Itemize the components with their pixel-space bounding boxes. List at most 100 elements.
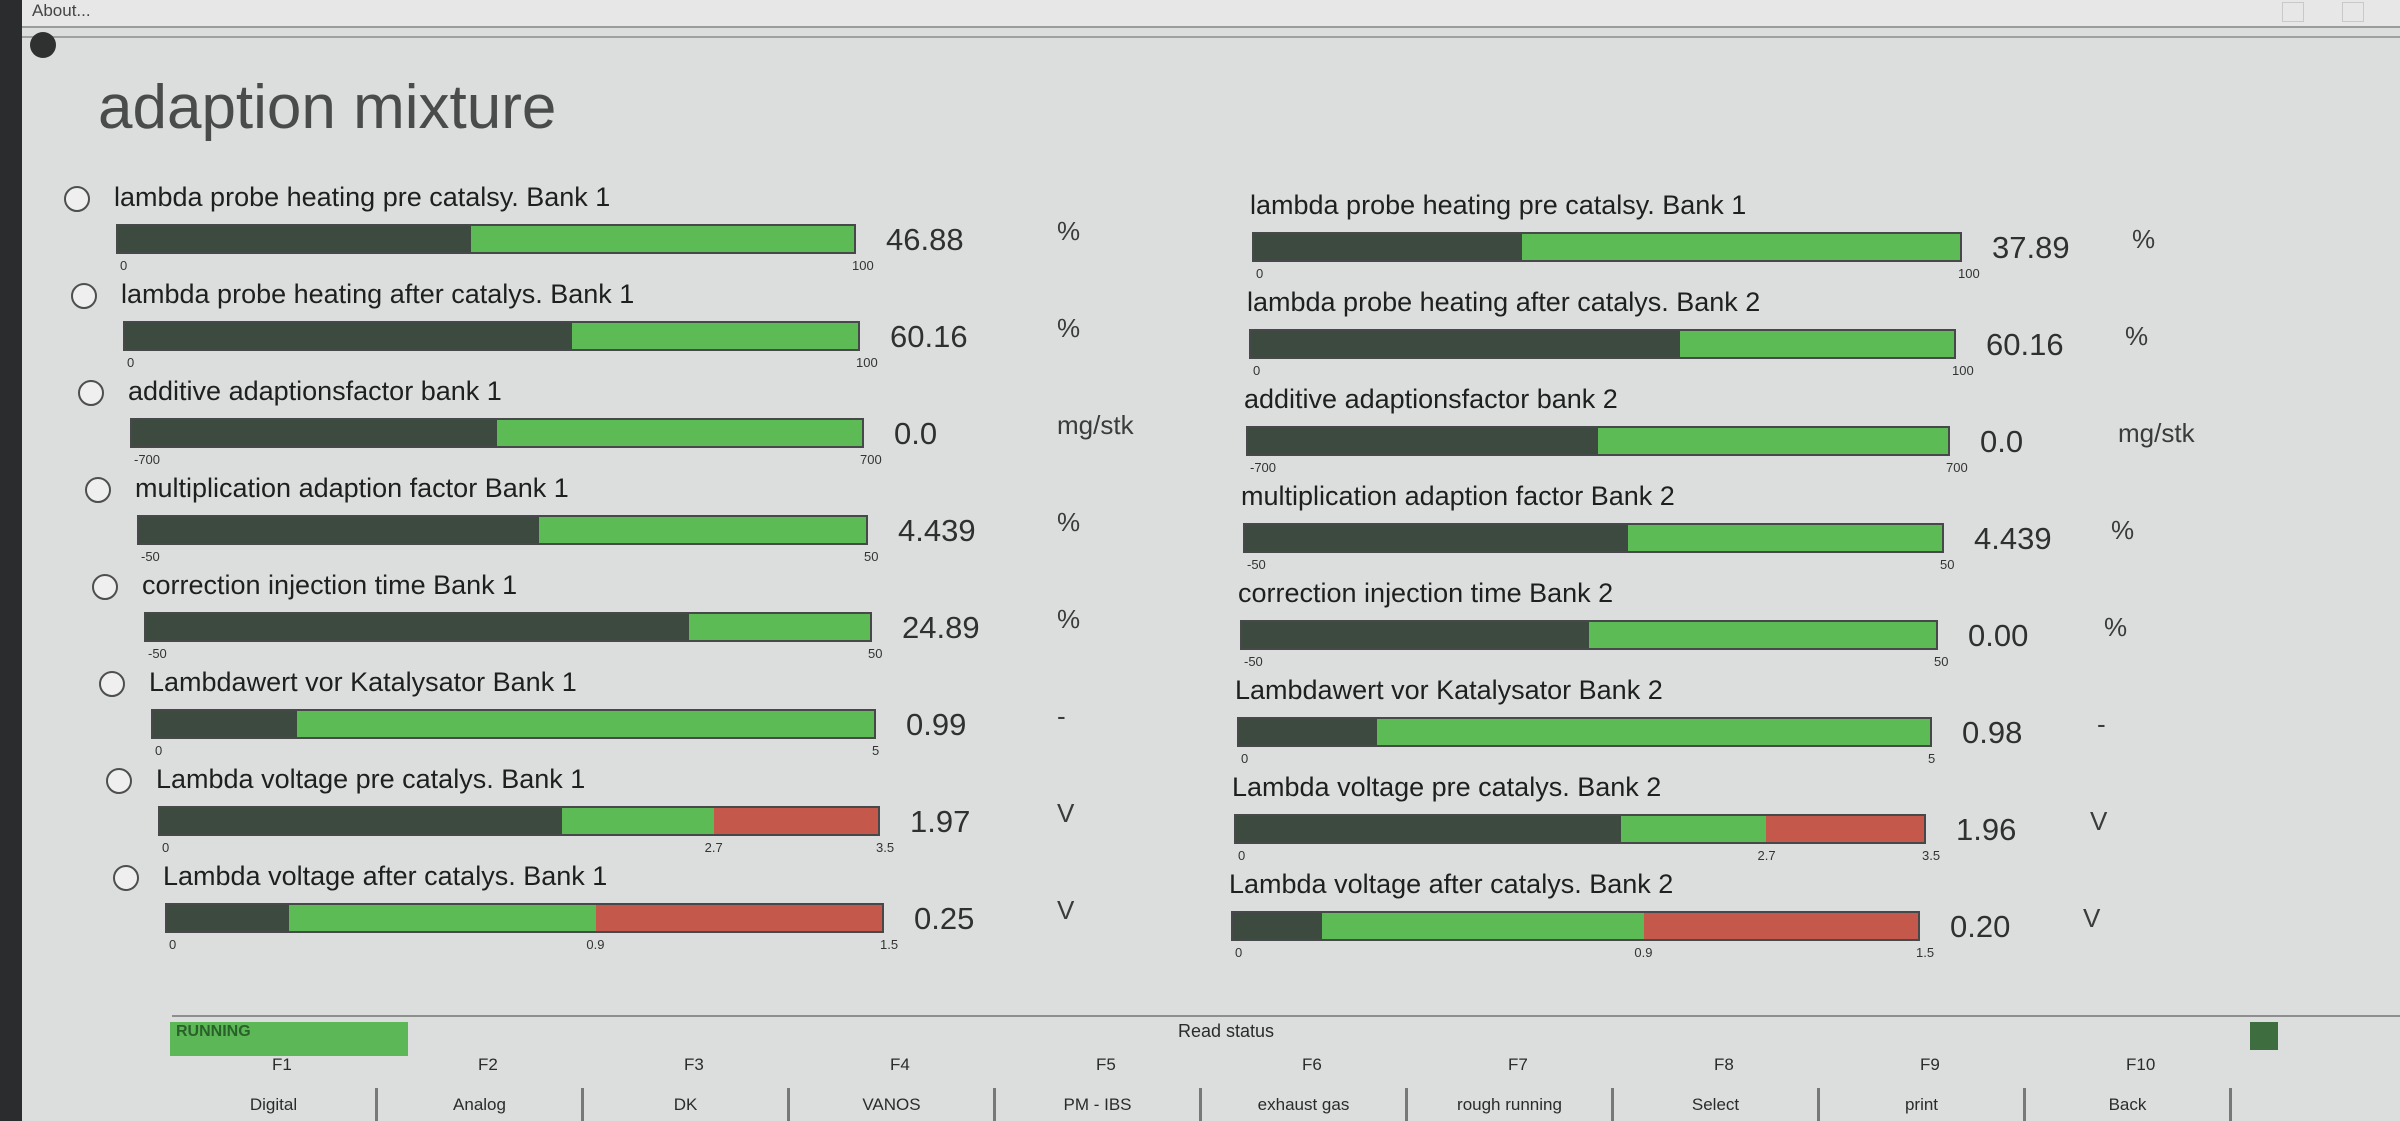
row-select-radio[interactable] bbox=[106, 768, 132, 794]
bar-min-tick: -50 bbox=[148, 646, 167, 661]
measurement-value: 0.0 bbox=[894, 416, 938, 451]
measurement-bar bbox=[1234, 814, 1926, 844]
bar-max-tick: 3.5 bbox=[1922, 848, 1941, 863]
row-select-radio[interactable] bbox=[78, 380, 104, 406]
bar-max-tick: 50 bbox=[868, 646, 883, 661]
about-menu[interactable]: About... bbox=[32, 1, 91, 20]
fkey-button-f2[interactable]: Analog bbox=[378, 1088, 584, 1121]
measurement-label: additive adaptionsfactor bank 2 bbox=[1244, 384, 1618, 414]
measurement-label: lambda probe heating after catalys. Bank… bbox=[121, 279, 635, 309]
measurement-label: multiplication adaption factor Bank 1 bbox=[135, 473, 569, 503]
fkey-button-f5[interactable]: PM - IBS bbox=[996, 1088, 1202, 1121]
measurement-value: 1.96 bbox=[1956, 812, 2017, 847]
fkey-label-f1: F1 bbox=[272, 1055, 292, 1074]
status-divider bbox=[172, 1015, 2400, 1017]
measurement-value: 24.89 bbox=[902, 610, 980, 645]
measurement-unit: % bbox=[2104, 612, 2128, 642]
bar-min-tick: 0 bbox=[1238, 848, 1246, 863]
bar-red-zone bbox=[1766, 816, 1924, 842]
measurement-label: multiplication adaption factor Bank 2 bbox=[1241, 481, 1675, 511]
minimize-button[interactable] bbox=[2282, 2, 2304, 22]
measurement-bar bbox=[116, 224, 856, 254]
bar-fill bbox=[146, 614, 689, 640]
measurement-value: 46.88 bbox=[886, 222, 964, 257]
bar-min-tick: -700 bbox=[134, 452, 161, 467]
bar-fill bbox=[1254, 234, 1523, 260]
bar-min-tick: 0 bbox=[1241, 751, 1249, 766]
measurement-label: lambda probe heating pre catalsy. Bank 1 bbox=[114, 182, 611, 212]
fkey-label-f2: F2 bbox=[478, 1055, 498, 1074]
measurement-unit: % bbox=[1057, 216, 1081, 246]
fkey-button-f7[interactable]: rough running bbox=[1408, 1088, 1614, 1121]
bar-fill bbox=[1251, 331, 1680, 357]
measurement-unit: % bbox=[2125, 321, 2149, 351]
bar-fill bbox=[1242, 622, 1589, 648]
measurement-bar bbox=[144, 612, 872, 642]
bar-max-tick: 50 bbox=[864, 549, 879, 564]
bar-max-tick: 100 bbox=[1958, 266, 1980, 281]
bar-max-tick: 1.5 bbox=[1916, 945, 1935, 960]
bar-red-zone bbox=[596, 905, 882, 931]
measurement-unit: V bbox=[1057, 798, 1075, 828]
bar-min-tick: 0 bbox=[155, 743, 163, 758]
measurement-bar bbox=[137, 515, 868, 545]
fkey-button-f1[interactable]: Digital bbox=[172, 1088, 378, 1121]
measurement-label: Lambdawert vor Katalysator Bank 2 bbox=[1235, 675, 1663, 705]
close-button[interactable] bbox=[2342, 2, 2364, 22]
measurement-value: 4.439 bbox=[898, 513, 976, 548]
page-title: adaption mixture bbox=[98, 73, 557, 142]
bar-min-tick: 0 bbox=[162, 840, 170, 855]
measurement-bar bbox=[123, 321, 860, 351]
measurement-unit: - bbox=[2097, 709, 2106, 739]
fkey-label-f9: F9 bbox=[1920, 1055, 1940, 1074]
bar-fill bbox=[160, 808, 563, 834]
fkey-button-f8[interactable]: Select bbox=[1614, 1088, 1820, 1121]
measurement-value: 60.16 bbox=[1986, 327, 2064, 362]
fkey-button-f6[interactable]: exhaust gas bbox=[1202, 1088, 1408, 1121]
row-select-radio[interactable] bbox=[113, 865, 139, 891]
measurement-bar bbox=[1243, 523, 1944, 553]
bar-fill bbox=[1245, 525, 1629, 551]
row-select-radio[interactable] bbox=[85, 477, 111, 503]
bar-max-tick: 700 bbox=[860, 452, 882, 467]
fkey-button-f9[interactable]: print bbox=[1820, 1088, 2026, 1121]
measurement-value: 0.0 bbox=[1980, 424, 2024, 459]
measurement-label: correction injection time Bank 1 bbox=[142, 570, 518, 600]
measurement-unit: - bbox=[1057, 701, 1066, 731]
measurement-value: 1.97 bbox=[910, 804, 971, 839]
measurement-unit: % bbox=[1057, 507, 1081, 537]
bar-max-tick: 5 bbox=[1928, 751, 1936, 766]
row-select-radio[interactable] bbox=[71, 283, 97, 309]
measurement-unit: V bbox=[2083, 903, 2101, 933]
status-scroll-handle[interactable] bbox=[2250, 1022, 2278, 1050]
fkey-button-f3[interactable]: DK bbox=[584, 1088, 790, 1121]
measurement-unit: % bbox=[1057, 604, 1081, 634]
measurement-unit: % bbox=[1057, 313, 1081, 343]
row-select-radio[interactable] bbox=[64, 186, 90, 212]
fkey-label-f5: F5 bbox=[1096, 1055, 1116, 1074]
measurement-value: 37.89 bbox=[1992, 230, 2070, 265]
bar-fill bbox=[125, 323, 573, 349]
bar-min-tick: 0 bbox=[1256, 266, 1264, 281]
bar-red-zone bbox=[713, 808, 878, 834]
bar-min-tick: -700 bbox=[1250, 460, 1277, 475]
fkey-label-f7: F7 bbox=[1508, 1055, 1528, 1074]
measurement-value: 60.16 bbox=[890, 319, 968, 354]
measurement-bar bbox=[1231, 911, 1920, 941]
measurement-unit: V bbox=[2090, 806, 2108, 836]
row-select-radio[interactable] bbox=[92, 574, 118, 600]
measurement-bar bbox=[1252, 232, 1962, 262]
fkey-button-f10[interactable]: Back bbox=[2026, 1088, 2232, 1121]
measurement-bar bbox=[1240, 620, 1938, 650]
bar-min-tick: 0 bbox=[1253, 363, 1261, 378]
diagnostic-screen: About... adaption mixture lambda probe h… bbox=[22, 0, 2400, 1121]
fkey-button-f4[interactable]: VANOS bbox=[790, 1088, 996, 1121]
fkey-label-f4: F4 bbox=[890, 1055, 910, 1074]
row-select-radio[interactable] bbox=[99, 671, 125, 697]
bar-min-tick: -50 bbox=[141, 549, 160, 564]
bar-fill bbox=[1248, 428, 1598, 454]
measurement-unit: % bbox=[2111, 515, 2135, 545]
bar-fill bbox=[132, 420, 497, 446]
fkey-label-f6: F6 bbox=[1302, 1055, 1322, 1074]
bar-threshold-tick: 2.7 bbox=[1757, 848, 1776, 863]
